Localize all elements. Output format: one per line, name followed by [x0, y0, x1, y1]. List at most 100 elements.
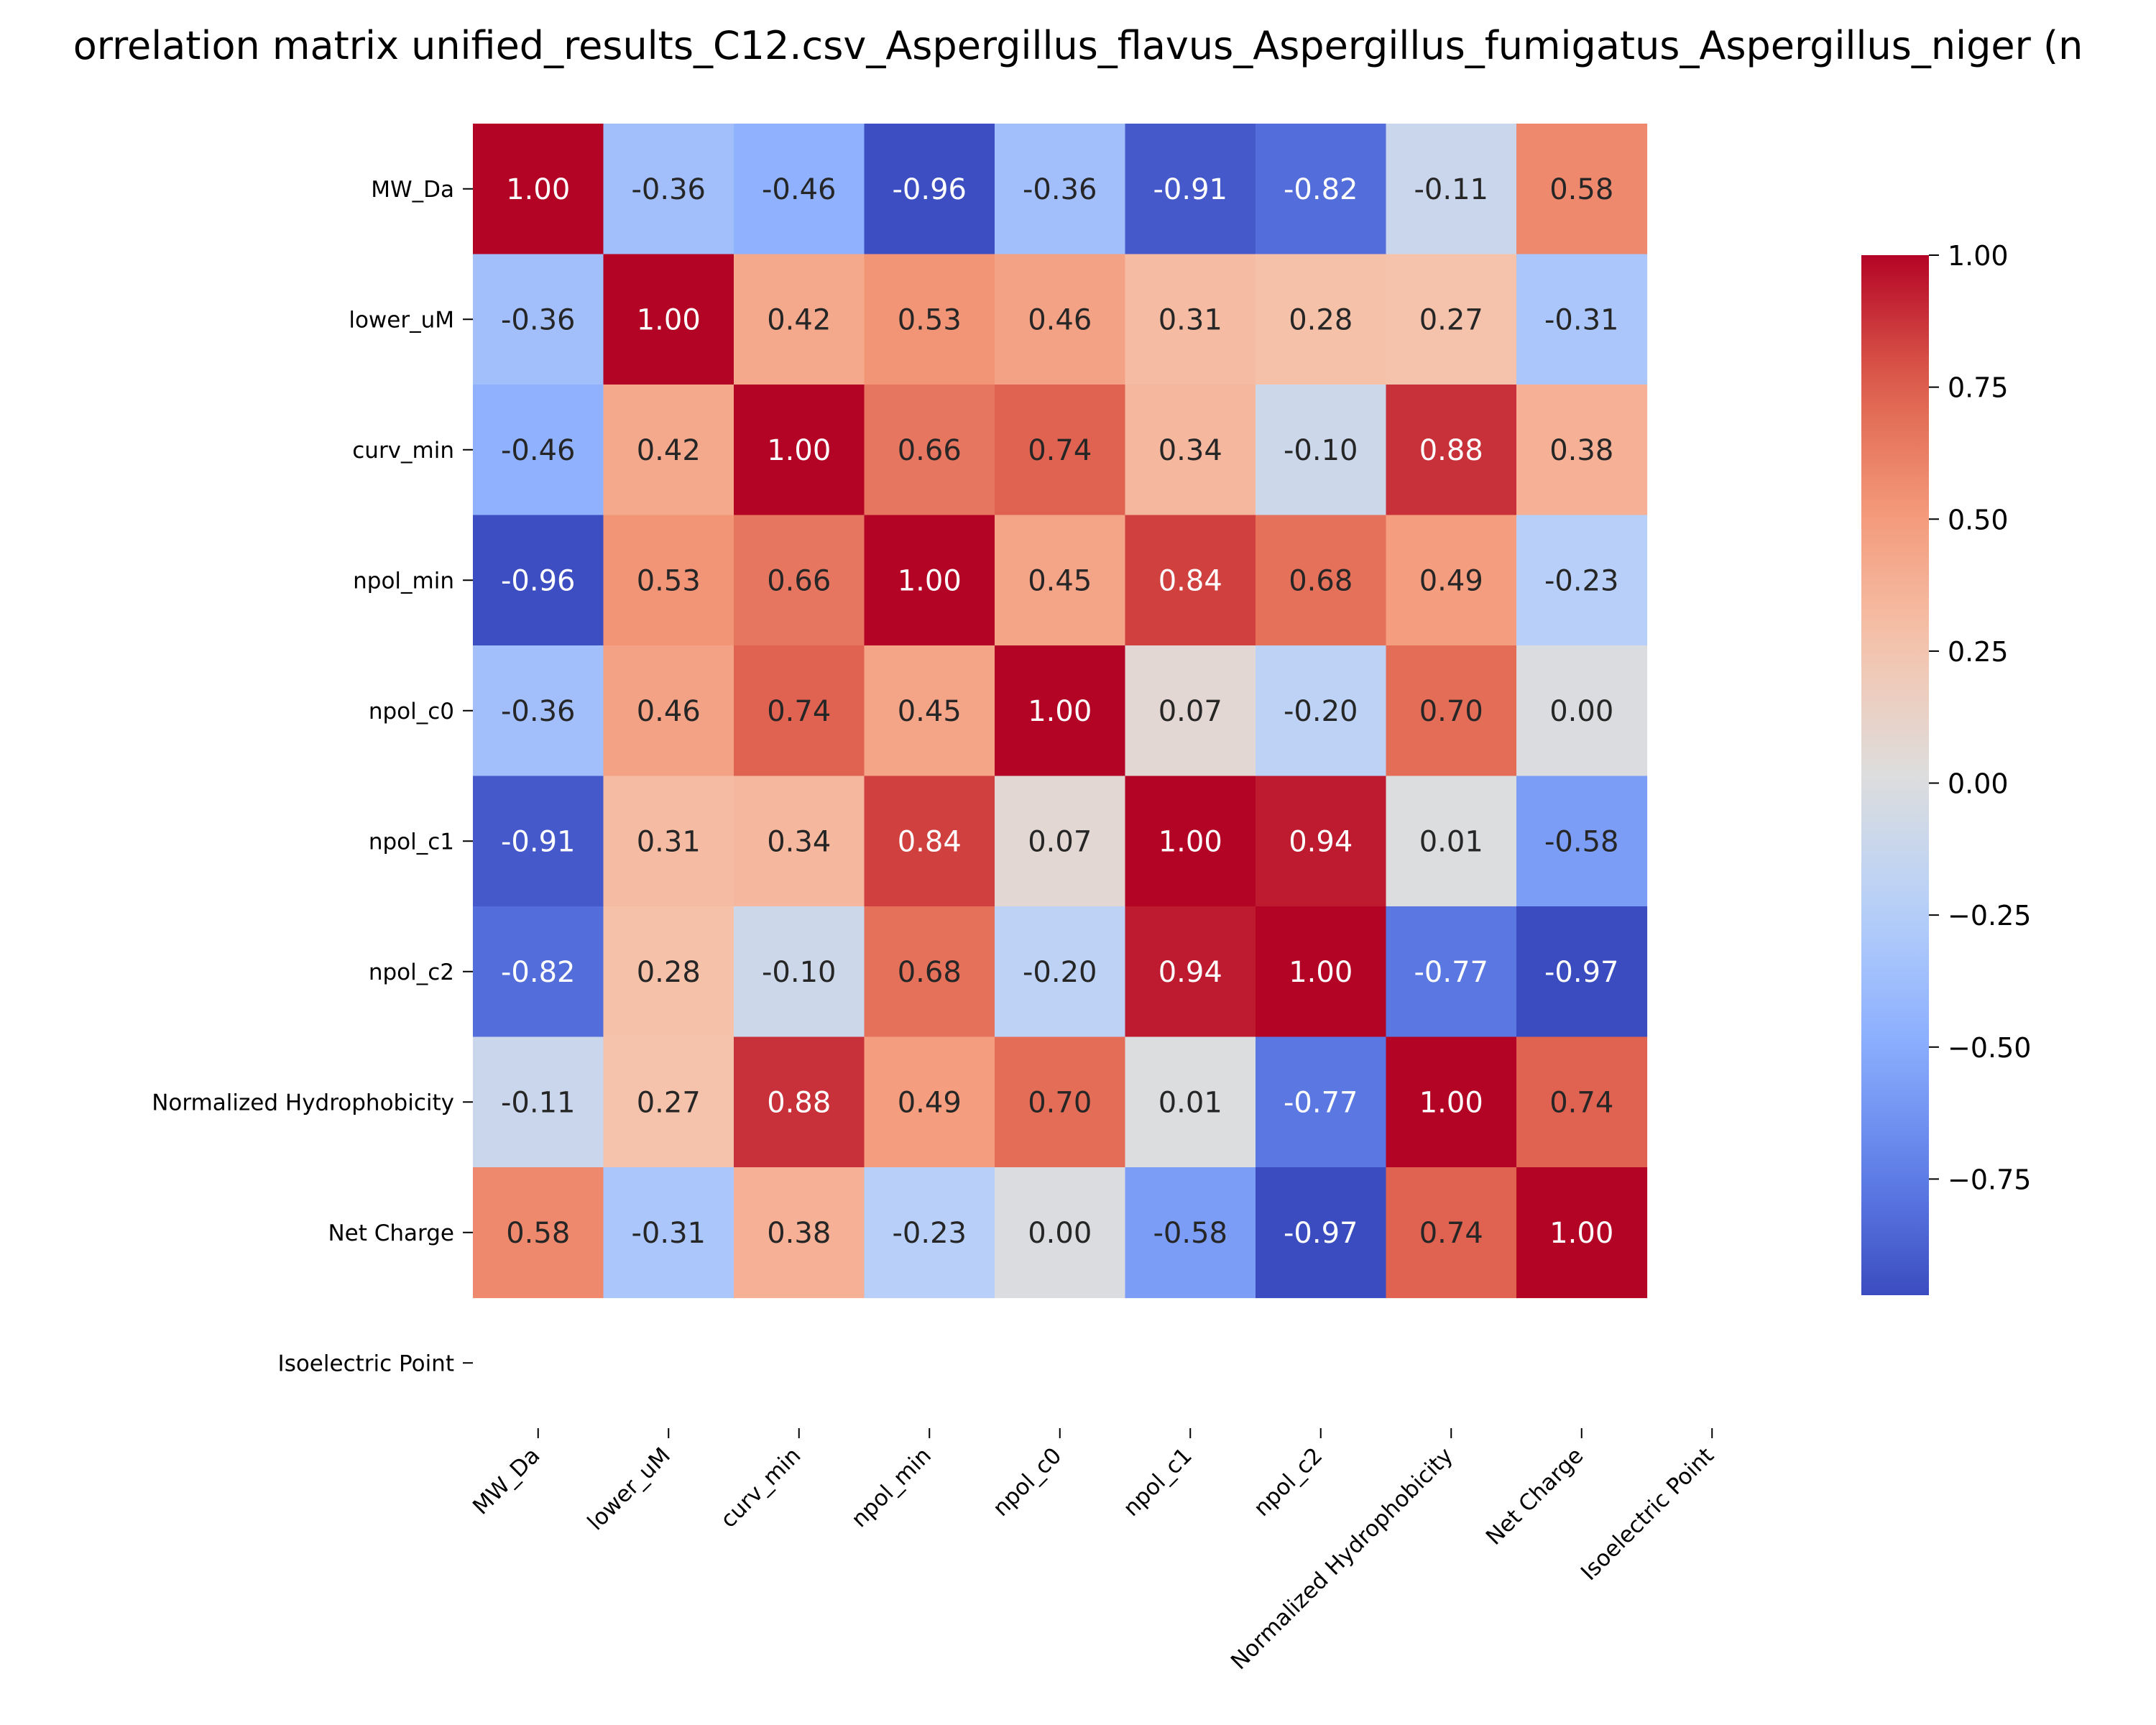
heatmap-cell [734, 1167, 865, 1299]
row-tick-label: npol_c2 [369, 960, 454, 985]
heatmap-cell [1125, 515, 1256, 646]
heatmap-cell [864, 1036, 995, 1168]
heatmap-cell [734, 515, 865, 646]
cell-value-label: 0.94 [1289, 825, 1353, 858]
heatmap-cell [1256, 906, 1387, 1038]
heatmap-cell [473, 1167, 604, 1299]
cell-value-label: 1.00 [1549, 1217, 1613, 1250]
column-tick-label: MW_Da [468, 1443, 545, 1519]
colorbar-tick-label: 0.00 [1948, 768, 2009, 800]
colorbar-tick-label: 0.25 [1948, 636, 2009, 668]
heatmap-cell [995, 906, 1126, 1038]
cell-value-label: 1.00 [1419, 1086, 1483, 1119]
heatmap-cell [603, 254, 734, 385]
cell-value-label: -0.91 [501, 825, 576, 858]
cell-value-label: 0.01 [1419, 825, 1483, 858]
heatmap-cell [1386, 1167, 1517, 1299]
heatmap-cell [1256, 254, 1387, 385]
cell-annotations: 1.00 -0.36 -0.46 -0.96 -0.36 -0.91 -0.82 -0.11 0… [501, 173, 1619, 1250]
heatmap-cell [864, 515, 995, 646]
row-axis: MW_Da lower_uM curv_min npol_min npol_c0npol… [152, 177, 473, 1376]
heatmap-cell [1125, 254, 1256, 385]
heatmap-cell [603, 385, 734, 516]
column-tick-label: npol_c2 [1249, 1443, 1328, 1522]
heatmap-cell [864, 776, 995, 907]
heatmap-cell [1125, 1167, 1256, 1299]
heatmap-cell [864, 385, 995, 516]
heatmap-cell [1516, 1036, 1648, 1168]
cell-value-label: 0.49 [1419, 564, 1483, 597]
cell-value-label: 0.74 [1549, 1086, 1613, 1119]
cell-value-label: 0.46 [1028, 303, 1092, 336]
heatmap-cell [734, 385, 865, 516]
cell-value-label: -0.91 [1153, 173, 1228, 206]
row-tick-label: npol_c0 [369, 699, 454, 724]
cell-value-label: 0.45 [1028, 564, 1092, 597]
heatmap-cell [734, 124, 865, 255]
cell-value-label: -0.11 [1414, 173, 1489, 206]
cell-value-label: 0.58 [506, 1217, 570, 1250]
cell-value-label: 0.31 [637, 825, 701, 858]
cell-value-label: 0.27 [1419, 303, 1483, 336]
heatmap-cell [603, 1036, 734, 1168]
heatmap-cell [995, 124, 1126, 255]
cell-value-label: 0.07 [1158, 695, 1222, 728]
heatmap-cell [1386, 776, 1517, 907]
heatmap-cell [995, 776, 1126, 907]
heatmap-cell [734, 645, 865, 777]
colorbar-ticks: 1.00 0.75 0.50 0.25 0.00 −0.25 −0.50 −0.75 [1929, 240, 2031, 1195]
cell-value-label: 0.00 [1549, 695, 1613, 728]
heatmap-cell [1516, 124, 1648, 255]
column-tick-label: Normalized Hydrophobicity [1226, 1443, 1458, 1675]
heatmap-cell [473, 254, 604, 385]
heatmap-cell [1256, 1036, 1387, 1168]
cell-value-label: 0.38 [767, 1217, 831, 1250]
heatmap-cell [603, 124, 734, 255]
colorbar-tick-label: 1.00 [1948, 240, 2009, 272]
heatmap-cell [603, 645, 734, 777]
cell-value-label: 0.74 [767, 695, 831, 728]
heatmap-cell [995, 254, 1126, 385]
heatmap-cell [1516, 1167, 1648, 1299]
colorbar-tick-label: 0.50 [1948, 504, 2009, 535]
cell-value-label: -0.10 [762, 956, 837, 989]
heatmap-cell [603, 1167, 734, 1299]
row-tick-label: MW_Da [371, 177, 454, 203]
cell-value-label: 0.68 [1289, 564, 1353, 597]
cell-value-label: 1.00 [1289, 956, 1353, 989]
cell-value-label: 0.70 [1028, 1086, 1092, 1119]
heatmap-cell [1256, 645, 1387, 777]
cell-value-label: -0.96 [501, 564, 576, 597]
heatmap-cell [1386, 1036, 1517, 1168]
cell-value-label: -0.36 [1023, 173, 1097, 206]
cell-value-label: -0.36 [632, 173, 706, 206]
heatmap-cell [1386, 254, 1517, 385]
column-tick-label: lower_uM [583, 1443, 676, 1535]
row-tick-label: npol_min [353, 568, 454, 594]
cell-value-label: -0.58 [1544, 825, 1619, 858]
heatmap-cell [603, 515, 734, 646]
column-tick-label: npol_c0 [988, 1443, 1067, 1522]
row-tick-label: Normalized Hydrophobicity [152, 1090, 454, 1116]
cell-value-label: 0.45 [898, 695, 962, 728]
cell-value-label: -0.36 [501, 303, 576, 336]
cell-value-label: 0.31 [1158, 303, 1222, 336]
cell-value-label: 0.42 [767, 303, 831, 336]
heatmap-cell [734, 776, 865, 907]
cell-value-label: -0.82 [1284, 173, 1358, 206]
cell-value-label: -0.77 [1414, 956, 1489, 989]
heatmap-cell [995, 385, 1126, 516]
colorbar-tick-label: −0.75 [1948, 1164, 2031, 1195]
cell-value-label: 0.49 [898, 1086, 962, 1119]
cell-value-label: 1.00 [1158, 825, 1222, 858]
heatmap-cell [995, 1167, 1126, 1299]
cell-value-label: -0.20 [1023, 956, 1097, 989]
cell-value-label: -0.20 [1284, 695, 1358, 728]
heatmap-cell [603, 906, 734, 1038]
heatmap-cell [864, 254, 995, 385]
chart-title: orrelation matrix unified_results_C12.cs… [73, 23, 2083, 68]
heatmap-cell [1125, 385, 1256, 516]
cell-value-label: 1.00 [506, 173, 570, 206]
heatmap-cell [995, 645, 1126, 777]
heatmap-cell [995, 1036, 1126, 1168]
